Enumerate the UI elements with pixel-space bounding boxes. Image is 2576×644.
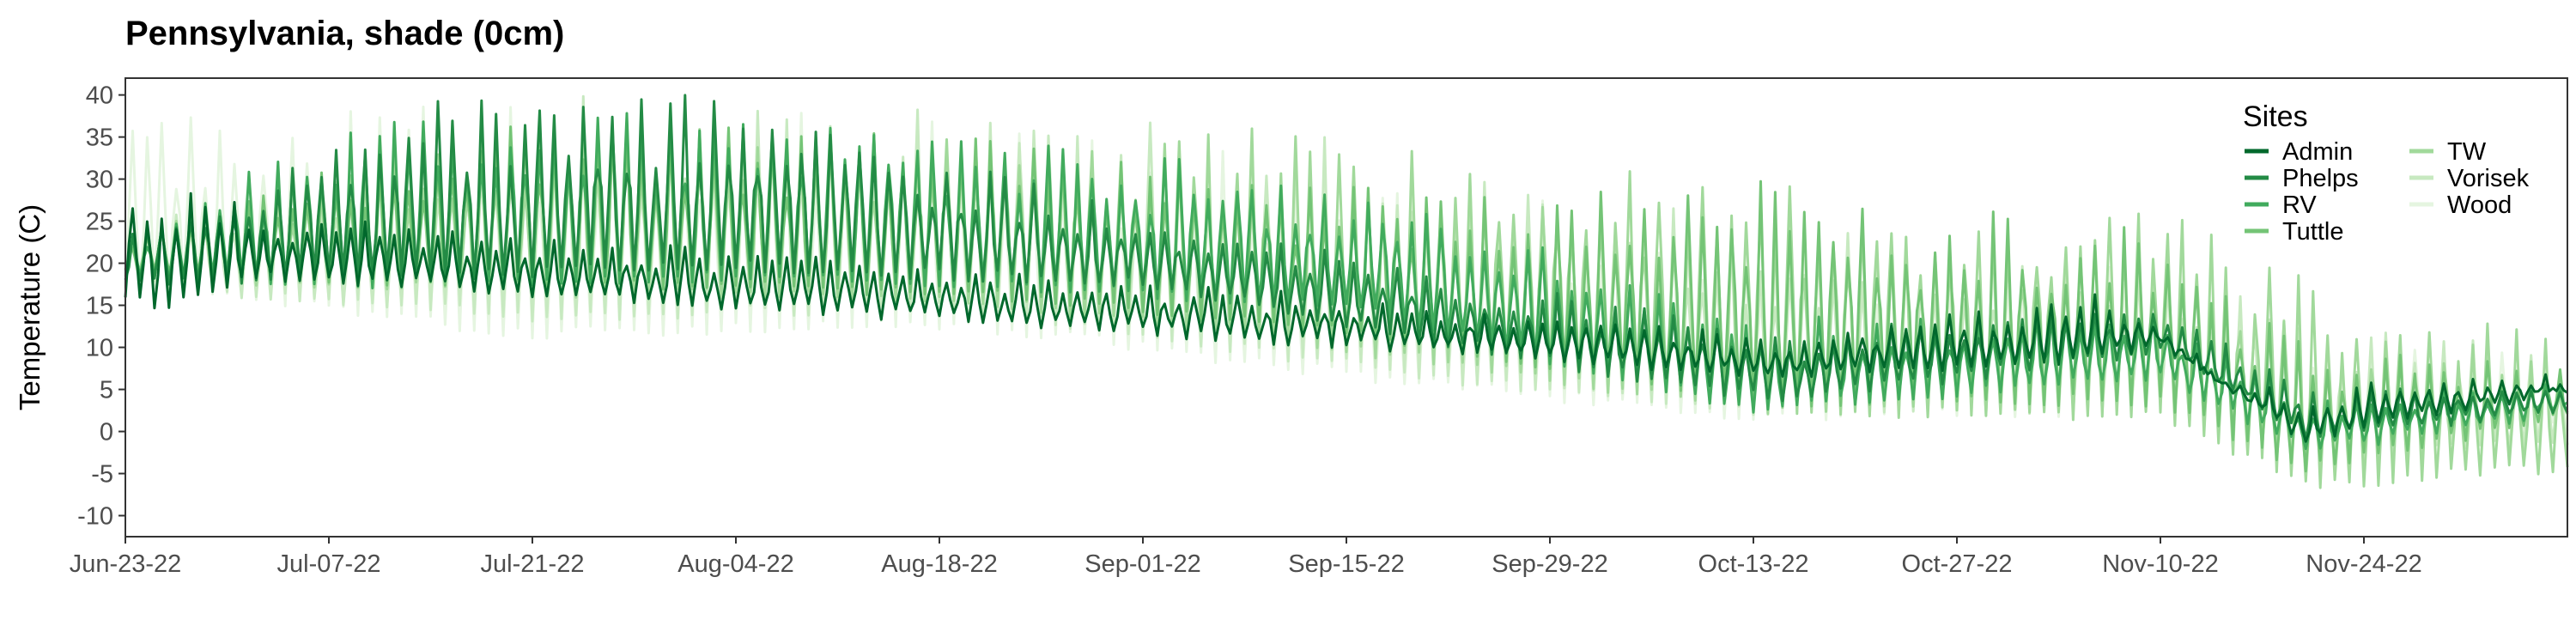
y-tick-label: 5 — [100, 377, 113, 404]
x-tick-label: Jul-07-22 — [277, 550, 381, 578]
y-axis-title: Temperature (C) — [14, 204, 46, 410]
x-tick-label: Oct-27-22 — [1902, 550, 2013, 578]
x-tick-label: Aug-18-22 — [881, 550, 997, 578]
series-line-tw — [124, 127, 2569, 489]
y-tick-label: -10 — [77, 503, 113, 531]
x-tick-label: Sep-29-22 — [1492, 550, 1607, 578]
legend-label: Tuttle — [2282, 218, 2343, 246]
x-tick-label: Aug-04-22 — [677, 550, 793, 578]
x-tick-label: Jul-21-22 — [481, 550, 585, 578]
x-tick-label: Sep-15-22 — [1288, 550, 1404, 578]
series-layer — [124, 94, 2569, 489]
y-tick-label: 40 — [86, 82, 113, 110]
y-tick-label: 0 — [100, 419, 113, 447]
series-line-rv — [124, 112, 2568, 451]
legend-label: RV — [2282, 191, 2317, 219]
legend-label: Admin — [2282, 138, 2353, 166]
series-line-admin — [124, 191, 2568, 443]
x-tick-label: Nov-10-22 — [2102, 550, 2218, 578]
y-axis: -10 -5 0 5 10 15 20 25 30 35 40 — [77, 82, 125, 531]
y-tick-label: 35 — [86, 125, 113, 152]
x-tick-label: Oct-13-22 — [1698, 550, 1809, 578]
y-tick-label: 10 — [86, 335, 113, 362]
series-line-phelps — [124, 94, 2569, 440]
legend-label: Phelps — [2282, 165, 2359, 192]
x-tick-label: Jun-23-22 — [70, 550, 182, 578]
x-axis: Jun-23-22 Jul-07-22 Jul-21-22 Aug-04-22 Aug-… — [70, 537, 2422, 578]
legend-label: TW — [2447, 138, 2487, 166]
legend-label: Vorisek — [2447, 165, 2530, 192]
y-tick-label: 25 — [86, 209, 113, 236]
y-tick-label: -5 — [91, 461, 113, 489]
plot-panel-border — [125, 77, 2568, 538]
x-tick-label: Nov-24-22 — [2306, 550, 2421, 578]
legend-label: Wood — [2447, 191, 2512, 219]
chart-title: Pennsylvania, shade (0cm) — [125, 15, 564, 52]
y-tick-label: 30 — [86, 167, 113, 194]
y-tick-label: 20 — [86, 251, 113, 278]
x-tick-label: Sep-01-22 — [1084, 550, 1200, 578]
legend-title: Sites — [2243, 100, 2308, 133]
y-tick-label: 15 — [86, 293, 113, 320]
